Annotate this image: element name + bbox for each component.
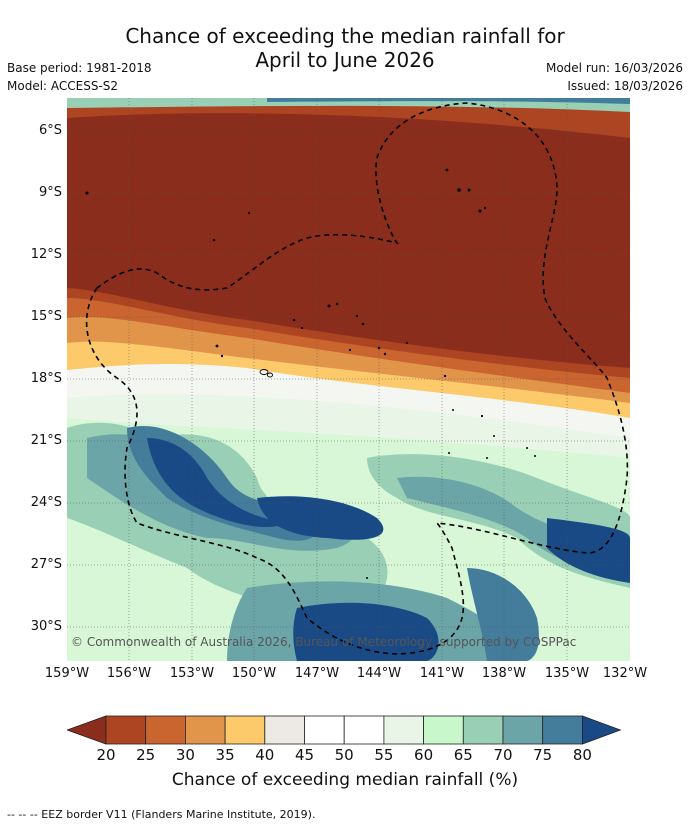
base-period: Base period: 1981-2018 [7, 61, 152, 75]
colorbar-tick-label: 55 [374, 746, 394, 764]
model-run: Model run: 16/03/2026 [545, 61, 683, 75]
chart-title: Chance of exceeding the median rainfall … [0, 24, 690, 72]
colorbar-segment [264, 715, 305, 745]
meta-right: Model run: 16/03/2026 Issued: 18/03/2026 [546, 59, 683, 95]
colorbar-segment [105, 715, 147, 745]
colorbar-segment [423, 715, 464, 745]
model-name: Model: ACCESS-S2 [7, 79, 119, 93]
lon-label-144w: 144°W [356, 666, 402, 681]
rainfall-map: © Commonwealth of Australia 2026, Bureau… [67, 98, 630, 661]
lat-label-27s: 27°S [30, 557, 62, 572]
eez-footnote: -- -- -- EEZ border V11 (Flanders Marine… [7, 808, 316, 821]
zone-darkblue-center [257, 496, 384, 540]
colorbar-segment [383, 715, 424, 745]
colorbar [65, 714, 623, 746]
islands [85, 168, 536, 579]
colorbar-tick-label: 75 [533, 746, 553, 764]
colorbar-tick-label: 25 [136, 746, 156, 764]
title-line-2: April to June 2026 [255, 48, 435, 72]
zone-top-teal [67, 98, 630, 112]
colorbar-segment [304, 715, 345, 745]
zone-darkblue-west [147, 438, 287, 528]
issued-date: Issued: 18/03/2026 [567, 79, 683, 93]
colorbar-tick-label: 30 [175, 746, 195, 764]
zone-top-blue [267, 98, 630, 104]
lon-label-156w: 156°W [106, 666, 152, 681]
lat-label-24s: 24°S [30, 495, 62, 510]
lat-label-30s: 30°S [30, 619, 62, 634]
zone-darkblue-east [547, 518, 630, 583]
colorbar-segment [145, 715, 186, 745]
zone-blue-southeast [467, 568, 539, 661]
lat-label-15s: 15°S [30, 309, 62, 324]
colorbar-tick-label: 20 [96, 746, 116, 764]
colorbar-segment [185, 715, 226, 745]
colorbar-segment [343, 715, 385, 745]
colorbar-tick-label: 40 [255, 746, 275, 764]
lon-label-135w: 135°W [544, 666, 590, 681]
colorbar-tick-label: 60 [414, 746, 434, 764]
lat-label-18s: 18°S [30, 371, 62, 386]
colorbar-tick-label: 45 [294, 746, 315, 764]
colorbar-title: Chance of exceeding median rainfall (%) [171, 770, 519, 790]
lon-label-159w: 159°W [44, 666, 90, 681]
colorbar-tick-label: 70 [493, 746, 513, 764]
lon-label-153w: 153°W [169, 666, 215, 681]
graticule [67, 98, 630, 661]
colorbar-tick-label: 50 [334, 746, 354, 764]
colorbar-segment [542, 715, 583, 745]
title-line-1: Chance of exceeding the median rainfall … [125, 24, 565, 48]
lon-label-132w: 132°W [602, 666, 648, 681]
lat-label-21s: 21°S [30, 433, 62, 448]
island-outlines [259, 369, 273, 378]
colorbar-segment [502, 715, 544, 745]
lat-label-9s: 9°S [38, 185, 62, 200]
meta-left: Base period: 1981-2018 Model: ACCESS-S2 [7, 59, 152, 95]
lat-label-12s: 12°S [30, 247, 62, 262]
zone-dark-brown [67, 113, 630, 369]
colorbar-segment [224, 715, 266, 745]
lon-label-150w: 150°W [231, 666, 277, 681]
colorbar-tick-label: 35 [215, 746, 235, 764]
colorbar-arrow-high [582, 715, 622, 745]
lon-label-141w: 141°W [419, 666, 465, 681]
colorbar-svg [65, 715, 622, 745]
lat-label-6s: 6°S [38, 123, 62, 138]
colorbar-tick-label: 65 [453, 746, 473, 764]
copyright-notice: © Commonwealth of Australia 2026, Bureau… [71, 635, 576, 649]
colorbar-arrow-low [65, 715, 107, 745]
map-svg: © Commonwealth of Australia 2026, Bureau… [67, 98, 630, 661]
lon-label-147w: 147°W [294, 666, 340, 681]
colorbar-segment [462, 715, 504, 745]
colorbar-tick-label: 80 [572, 746, 592, 764]
eez-border [85, 102, 629, 655]
lon-label-138w: 138°W [481, 666, 527, 681]
zone-darkblue-south [293, 602, 439, 661]
